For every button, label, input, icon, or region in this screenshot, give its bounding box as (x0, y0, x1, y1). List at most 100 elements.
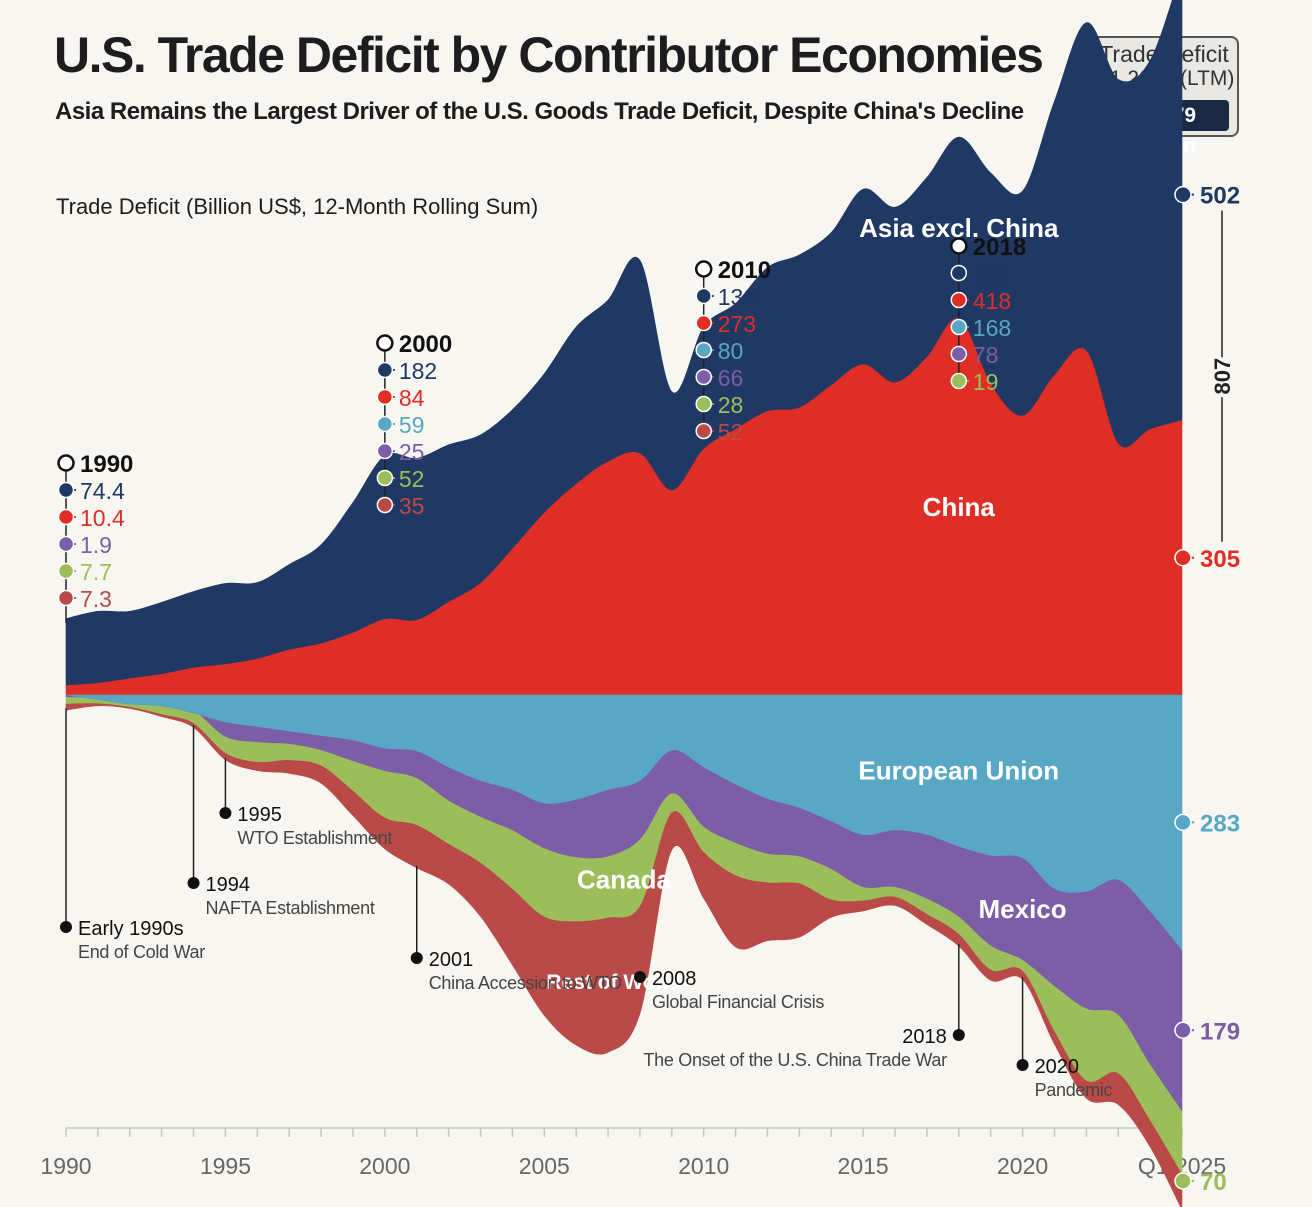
event-year-2008: 2008 (652, 968, 697, 990)
y-axis-label: Trade Deficit (Billion US$, 12-Month Rol… (56, 194, 539, 219)
callout-value-dot (950, 318, 968, 336)
end-value-european-union: 283 (1200, 810, 1240, 837)
event-dot (187, 877, 200, 889)
chart-title: U.S. Trade Deficit by Contributor Econom… (54, 27, 1044, 83)
callout-value-china: 84 (399, 385, 425, 411)
end-value-mexico: 179 (1200, 1018, 1240, 1045)
end-value-dot (1174, 1172, 1192, 1190)
callout-value-canada: 52 (399, 466, 425, 492)
end-value-china: 305 (1200, 546, 1240, 573)
callout-value-european-union: 80 (718, 338, 744, 364)
callout-year-ring (694, 260, 713, 278)
x-tick-label: 2000 (359, 1153, 410, 1179)
bracket-total-label: 807 (1210, 358, 1235, 395)
callout-value-dot (57, 589, 75, 607)
callout-value-dot (695, 422, 712, 440)
callout-value-dot (57, 508, 75, 526)
callout-value-rest-of-world: 35 (399, 493, 425, 519)
callout-value-dot (950, 345, 968, 363)
event-dot (60, 921, 72, 933)
event-year-2018: 2018 (902, 1026, 947, 1048)
callout-value-dot (376, 361, 394, 379)
callout-value-asia-excl-china: 182 (399, 358, 437, 384)
callout-year-2000: 2000 (399, 331, 452, 358)
event-dot (1016, 1059, 1029, 1071)
callout-value-dot (695, 287, 712, 305)
callout-value-china: 418 (973, 288, 1011, 314)
callout-value-dot (376, 496, 394, 514)
callout-value-mexico: 25 (399, 439, 425, 465)
end-value-canada: 70 (1200, 1169, 1227, 1196)
x-tick-label: 2020 (997, 1153, 1048, 1179)
callout-year-2018: 2018 (973, 234, 1026, 261)
callout-value-dot (695, 395, 712, 413)
callout-year-ring (57, 454, 75, 472)
event-text-2018: The Onset of the U.S. China Trade War (643, 1050, 947, 1070)
callout-year-ring (950, 237, 968, 255)
callout-value-rest-of-world: 52 (718, 419, 744, 445)
x-axis: 1990 1995 2000 2005 2010 2015 2020 Q1 2025 (40, 1127, 1226, 1179)
callout-value-dot (695, 368, 712, 386)
callout-value-canada: 28 (718, 392, 744, 418)
event-text-2020: Pandemic (1035, 1080, 1113, 1100)
event-year-2001: 2001 (429, 949, 474, 971)
callout-value-dot (376, 388, 394, 406)
callout-year-1990: 1990 (80, 451, 133, 478)
series-label-canada: Canada (577, 865, 671, 895)
chart-subtitle: Asia Remains the Largest Driver of the U… (55, 98, 1024, 125)
event-text-2008: Global Financial Crisis (652, 992, 824, 1012)
callout-value-asia-excl-china: 136 (718, 284, 756, 310)
callout-value-mexico: 78 (973, 342, 999, 368)
end-value-dot (1174, 813, 1192, 832)
callout-value-rest-of-world: 7.3 (80, 586, 112, 612)
callout-value-dot (376, 469, 394, 487)
event-text-1994: NAFTA Establishment (206, 898, 375, 918)
x-tick-label: 1995 (200, 1153, 251, 1179)
end-value-dot (1174, 1021, 1192, 1039)
callout-value-china: 273 (718, 311, 756, 337)
callout-value-dot (57, 562, 75, 580)
series-label-china: China (923, 492, 996, 522)
series-label-rest-of-world: Rest of World (546, 971, 682, 994)
callout-value-asia-excl-china: 202 (973, 261, 1011, 287)
callout-value-mexico: 1.9 (80, 532, 112, 558)
event-year-2020: 2020 (1035, 1056, 1080, 1078)
event-text-1995: WTO Establishment (237, 828, 392, 848)
callout-value-dot (376, 415, 394, 433)
x-tick-label: 2010 (678, 1153, 729, 1179)
event-year-1995: 1995 (237, 804, 282, 826)
series-label-mexico: Mexico (978, 894, 1066, 924)
callout-value-canada: 19 (973, 369, 999, 395)
x-tick-label: 1990 (40, 1153, 91, 1179)
event-dot (952, 1029, 965, 1041)
end-value-dot (1174, 549, 1192, 567)
event-year-early-1990s: Early 1990s (78, 918, 184, 940)
end-value-asia-excl-china: 502 (1200, 183, 1240, 210)
callout-value-dot (57, 535, 75, 553)
callout-value-dot (950, 372, 968, 390)
end-value-dot (1174, 185, 1192, 204)
callout-year-ring (376, 334, 394, 352)
callout-value-asia-excl-china: 74.4 (80, 478, 125, 504)
event-text-early-1990s: End of Cold War (78, 942, 205, 962)
x-tick-label: 2015 (838, 1153, 889, 1179)
callout-value-european-union: 59 (399, 412, 425, 438)
event-text-2001: China Accession to WTO (429, 973, 622, 993)
callout-value-china: 10.4 (80, 505, 125, 531)
callout-value-canada: 7.7 (80, 559, 112, 585)
callout-value-dot (950, 291, 968, 309)
event-year-1994: 1994 (206, 874, 251, 896)
callout-value-dot (950, 264, 968, 282)
x-tick-label: 2005 (519, 1153, 570, 1179)
callout-value-european-union: 168 (973, 315, 1011, 341)
series-label-european-union: European Union (858, 756, 1059, 786)
callout-value-dot (695, 341, 712, 359)
callout-value-mexico: 66 (718, 365, 744, 391)
event-dot (410, 952, 423, 964)
callout-value-dot (376, 442, 394, 460)
event-dot (219, 807, 232, 819)
event-dot (633, 971, 646, 983)
callout-value-dot (57, 481, 75, 499)
callout-year-2010: 2010 (718, 257, 771, 284)
